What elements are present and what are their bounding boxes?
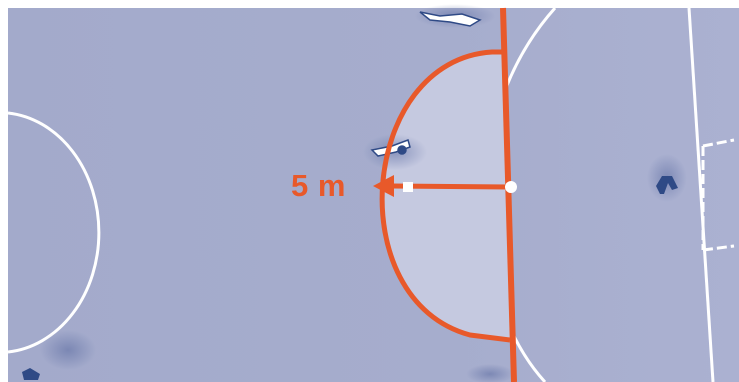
arrow-head [373, 175, 394, 197]
player-figure [22, 368, 40, 380]
player-shadow [466, 364, 514, 382]
player-figure [419, 11, 482, 27]
zone-base-line [500, 7, 517, 382]
origin-dot [505, 181, 517, 193]
goal-frame [701, 138, 735, 252]
five-meter-zone [382, 52, 510, 340]
goal-line [687, 7, 715, 382]
distance-label: 5 m [291, 168, 346, 203]
player-shadow [40, 330, 96, 370]
arrow-marker [403, 182, 413, 192]
player-figure [656, 176, 678, 194]
pitch-surface [8, 8, 739, 382]
